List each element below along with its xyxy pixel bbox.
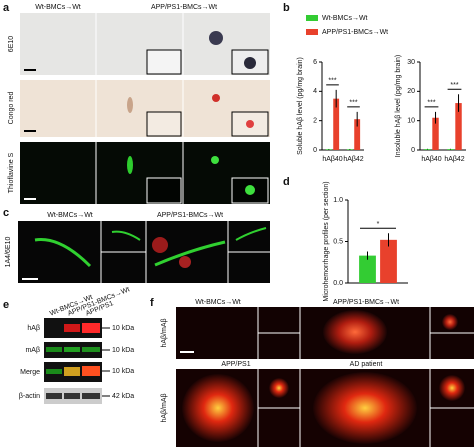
bar [380,239,397,283]
marker-label: 42 kDa [112,393,134,400]
y-tick-label: 10 [407,118,415,125]
legend-swatch [306,15,318,21]
legend-swatch [306,29,318,35]
y-axis-label: Soluble hAβ level (pg/mg brain) [297,57,304,155]
y-tick-label: 30 [407,59,415,66]
row-label: Congo red [8,92,15,125]
bar [354,119,361,150]
y-tick-label: 0.5 [333,238,343,245]
column-header: Wt-BMCs→Wt [47,212,93,219]
x-tick-label: hAβ40 [322,156,342,163]
micrographs [176,307,474,447]
bar [447,149,454,150]
panel-label: f [150,297,154,309]
marker-label: 10 kDa [112,368,134,375]
bar [346,149,353,150]
micrographs [18,221,270,283]
row-label: Merge [20,369,40,376]
x-tick-label: hAβ42 [343,156,363,163]
y-tick-label: 0 [411,147,415,154]
y-tick-label: 0.0 [333,280,343,287]
bar [359,255,376,283]
y-tick-label: 2 [313,118,317,125]
x-tick-label: hAβ40 [421,156,441,163]
y-tick-label: 1.0 [333,197,343,204]
row-label: mAβ [25,347,40,354]
y-tick-label: 20 [407,88,415,95]
column-header: APP/PS1-BMCs→Wt [151,4,217,11]
row-label: hAβ/mAβ [161,318,168,347]
legend-label: APP/PS1-BMCs→Wt [322,29,388,36]
bar [432,117,439,150]
bar [424,149,431,150]
panel-label: b [283,2,290,14]
marker-label: 10 kDa [112,325,134,332]
legend-label: Wt-BMCs→Wt [322,15,368,22]
column-header: APP/PS1-BMCs→Wt [333,299,399,306]
row-label: 6E10 [8,36,15,52]
row-label: hAβ [27,325,40,332]
bar [333,98,340,150]
panel-label: e [3,299,9,311]
panel-label: c [3,207,9,219]
annotation: *** [349,100,357,107]
y-axis-label: Insoluble hAβ level (pg/mg brain) [395,55,402,157]
x-tick-label: hAβ42 [444,156,464,163]
y-tick-label: 4 [313,88,317,95]
annotation: *** [450,82,458,89]
column-header: APP/PS1 [221,361,250,368]
bar [455,103,462,150]
column-header: APP/PS1-BMCs→Wt [157,212,223,219]
marker-label: 10 kDa [112,347,134,354]
panel-label: d [283,176,290,188]
column-header: Wt-BMCs→Wt [195,299,241,306]
column-header: AD patient [350,361,383,368]
row-label: hAβ/mAβ [161,393,168,422]
annotation: *** [328,78,336,85]
y-axis-label: Microhemorrhage profiles (per section) [323,181,330,301]
western-blot [44,318,110,404]
annotation: * [377,221,380,228]
annotation: *** [427,100,435,107]
panel-label: a [3,2,10,14]
row-label: β-actin [19,393,40,400]
row-label: 1A4/6E10 [5,237,12,268]
bar [325,149,332,150]
column-header: Wt-BMCs→Wt [35,4,81,11]
micrographs [20,13,270,204]
row-label: Thioflavine S [8,152,15,193]
y-tick-label: 6 [313,59,317,66]
y-tick-label: 0 [313,147,317,154]
